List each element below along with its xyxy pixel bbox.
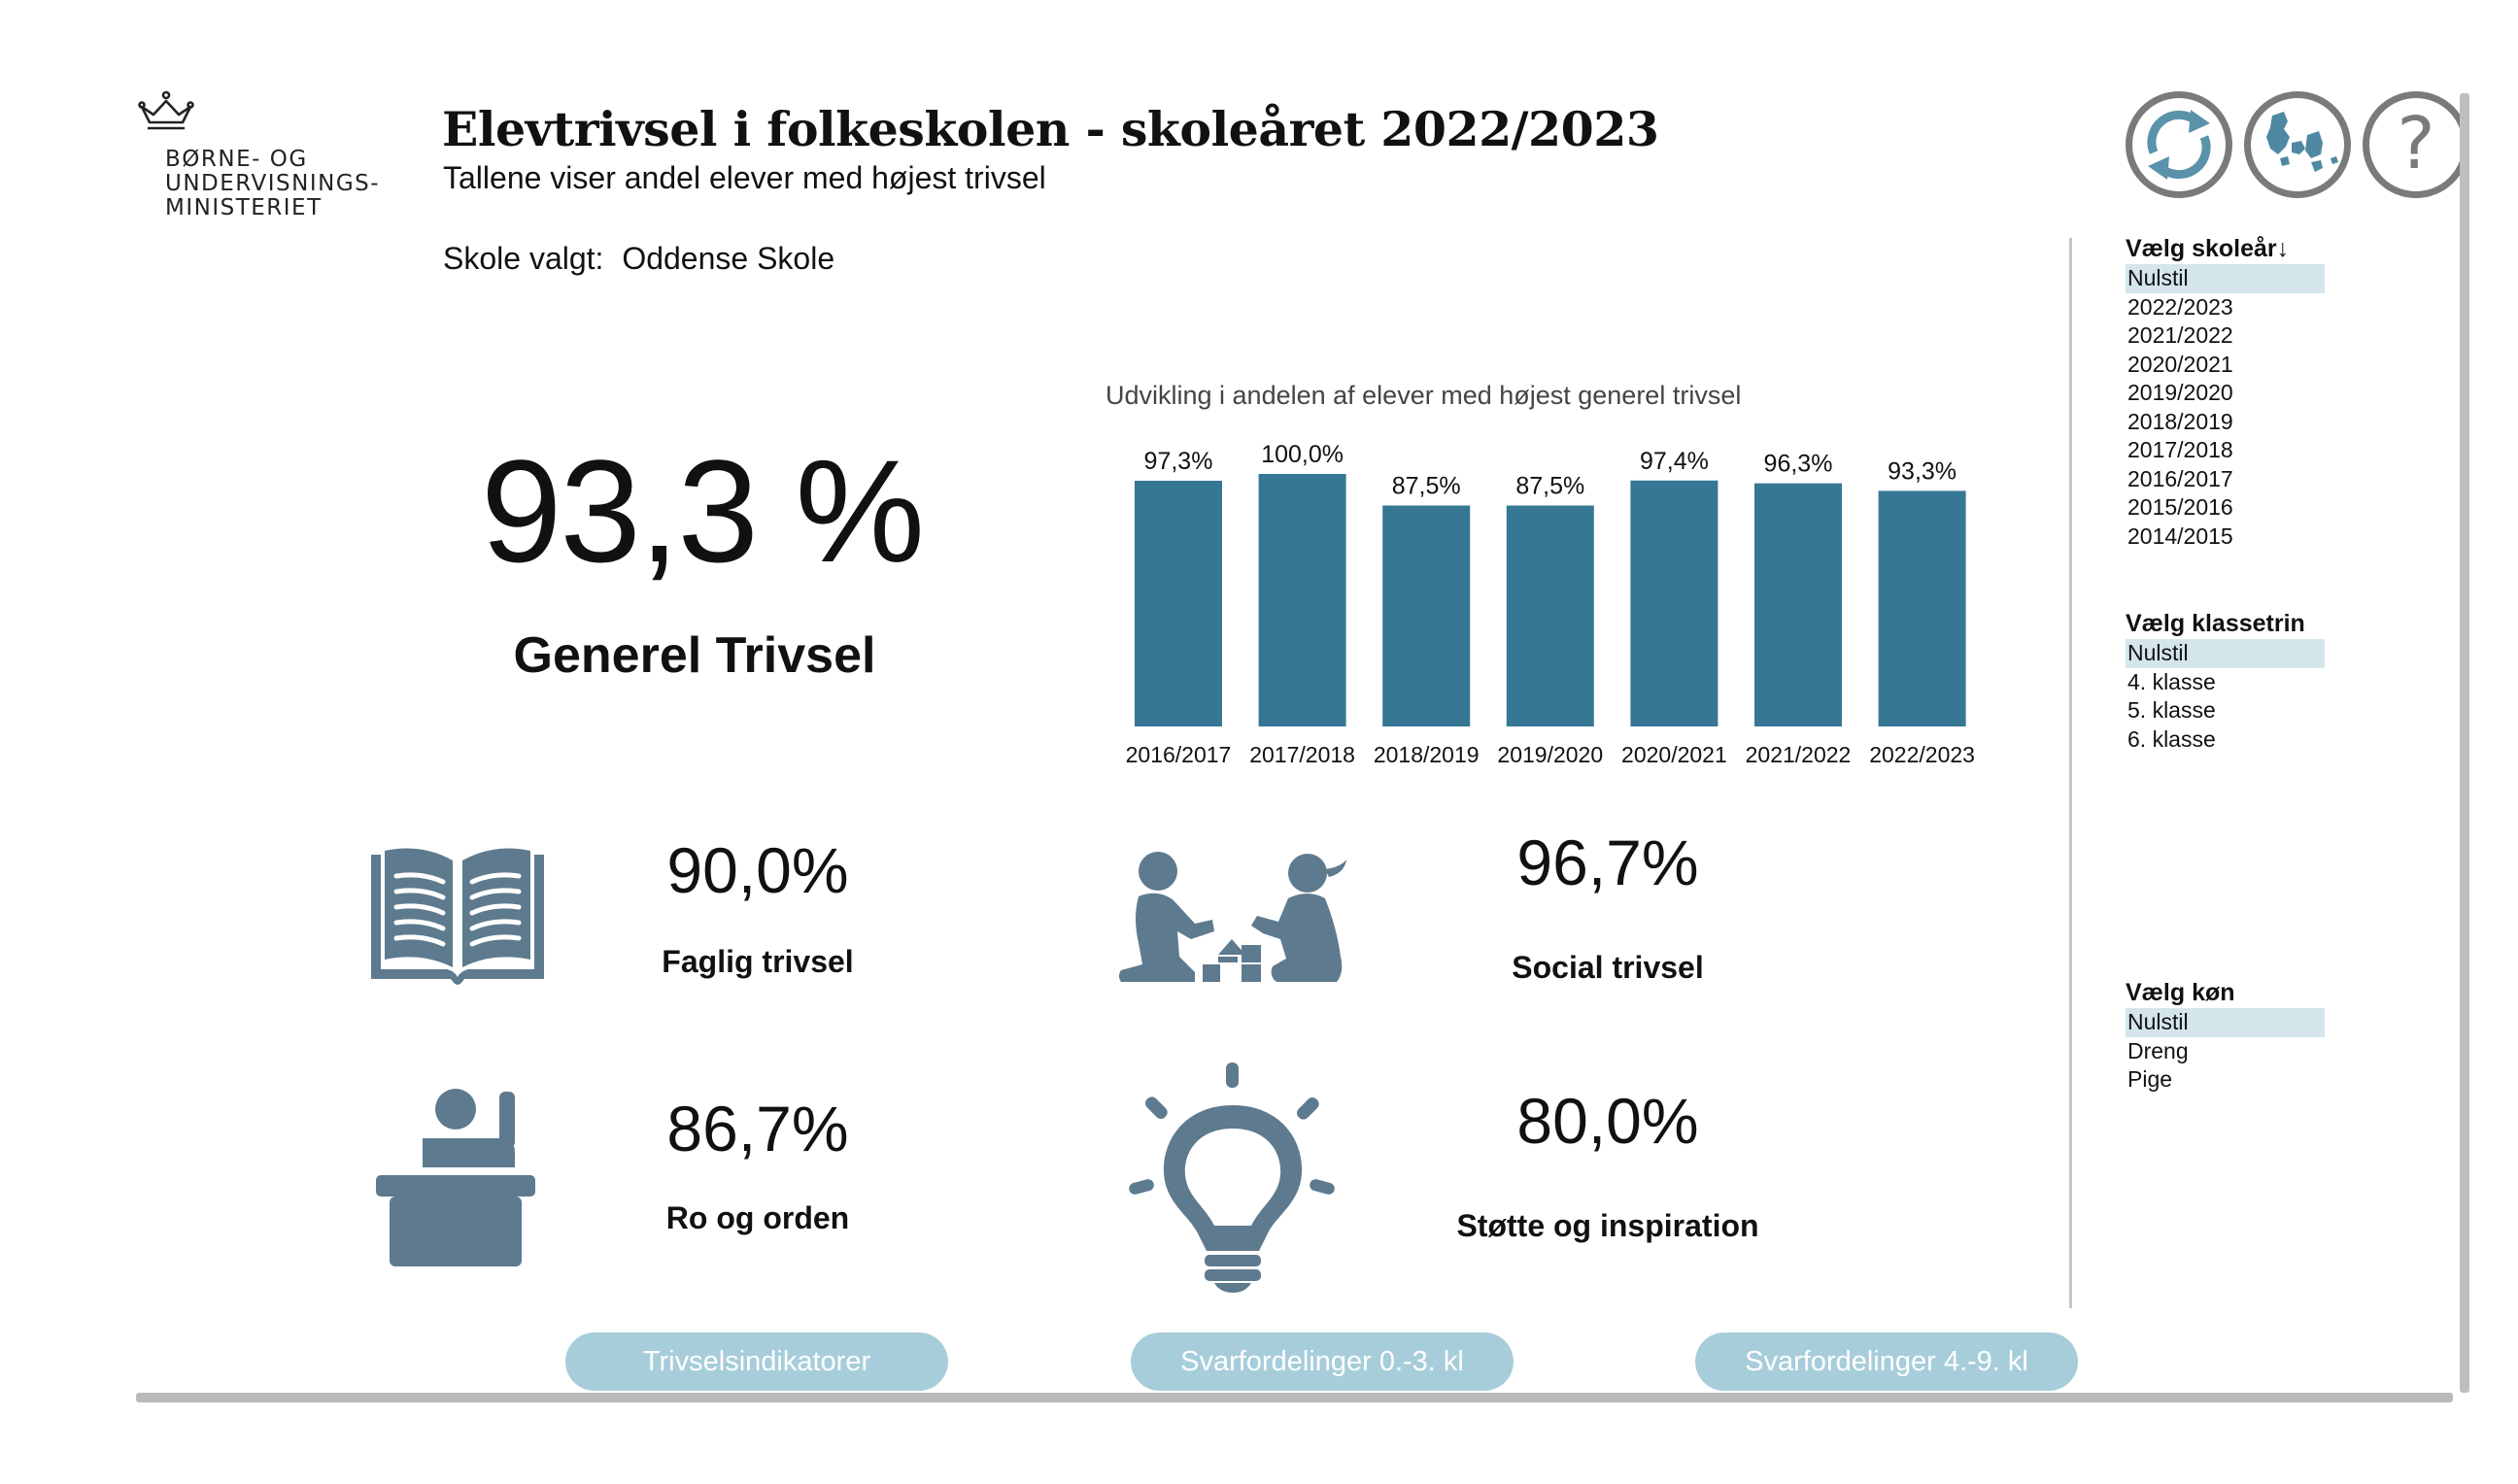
gender-option[interactable]: Pige (2127, 1066, 2173, 1092)
chart-x-tick-label: 2019/2020 (1497, 742, 1603, 767)
social-wellbeing-value: 96,7% (1516, 826, 1699, 898)
chart-bar (1135, 481, 1222, 726)
grade-option[interactable]: 5. klasse (2127, 697, 2216, 723)
children-playing-icon (1119, 852, 1346, 982)
chart-bar (1506, 505, 1594, 726)
grade-option[interactable]: 6. klasse (2127, 725, 2216, 752)
grade-slicer: Vælg klassetrin Nulstil 4. klasse 5. kla… (2126, 610, 2325, 754)
year-option[interactable]: 2016/2017 (2127, 465, 2233, 491)
support-inspiration-value: 80,0% (1516, 1085, 1699, 1157)
chart-bar (1754, 483, 1842, 726)
chart-data-label: 97,4% (1640, 448, 1709, 475)
reset-button[interactable] (2126, 91, 2232, 198)
year-option[interactable]: 2022/2023 (2127, 293, 2233, 320)
ministry-name-line: MINISTERIET (165, 195, 323, 220)
chart-data-label: 93,3% (1888, 457, 1957, 485)
chart-x-tick-label: 2022/2023 (1869, 742, 1975, 767)
chart-x-tick-label: 2016/2017 (1126, 742, 1232, 767)
year-option[interactable]: 2018/2019 (2127, 408, 2233, 434)
denmark-map-icon (2266, 112, 2338, 172)
year-option[interactable]: 2015/2016 (2127, 494, 2233, 520)
social-wellbeing-label: Social trivsel (1512, 950, 1704, 985)
chart-bar (1258, 474, 1346, 726)
help-button[interactable]: ? (2363, 91, 2469, 198)
help-icon: ? (2397, 102, 2434, 186)
map-button[interactable] (2244, 91, 2351, 198)
chart-x-tick-label: 2020/2021 (1621, 742, 1727, 767)
chart-x-tick-label: 2018/2019 (1374, 742, 1480, 767)
support-inspiration-label: Støtte og inspiration (1456, 1208, 1759, 1243)
year-option-reset[interactable]: Nulstil (2126, 264, 2325, 293)
horizontal-scrollbar[interactable] (136, 1393, 2453, 1402)
lightbulb-icon (1129, 1062, 1335, 1293)
ministry-name-line: BØRNE- OG (165, 147, 308, 172)
year-option[interactable]: 2019/2020 (2127, 380, 2233, 405)
response-distribution-4-9-button[interactable]: Svarfordelinger 4.-9. kl (1695, 1332, 2078, 1391)
chart-bar (1630, 480, 1718, 726)
grade-option-reset[interactable]: Nulstil (2126, 639, 2325, 668)
year-option[interactable]: 2021/2022 (2127, 322, 2233, 348)
refresh-icon (2147, 110, 2211, 180)
year-option[interactable]: 2017/2018 (2127, 437, 2233, 462)
wellbeing-trend-chart: 97,3% 2016/2017 100,0% 2017/2018 87,5% 2018/2… (1098, 418, 2011, 787)
chart-x-tick-label: 2017/2018 (1249, 742, 1355, 767)
chart-data-label: 100,0% (1261, 441, 1344, 468)
chart-data-label: 87,5% (1515, 473, 1584, 500)
chart-bar (1878, 490, 1966, 726)
gender-slicer-title: Vælg køn (2126, 979, 2235, 1006)
open-book-icon (371, 848, 544, 985)
ministry-name: BØRNE- OG UNDERVISNINGS- MINISTERIET (165, 148, 380, 220)
response-distribution-0-3-button[interactable]: Svarfordelinger 0.-3. kl (1131, 1332, 1514, 1391)
academic-wellbeing-label: Faglig trivsel (662, 944, 854, 979)
year-option[interactable]: 2020/2021 (2127, 351, 2233, 377)
chart-data-label: 97,3% (1144, 448, 1213, 475)
general-wellbeing-value: 93,3 % (481, 429, 925, 592)
grade-slicer-title: Vælg klassetrin (2126, 610, 2305, 637)
vertical-scrollbar[interactable] (2460, 93, 2469, 1393)
school-label: Skole valgt: (443, 241, 604, 276)
year-slicer: Vælg skoleår↓ Nulstil 2022/2023 2021/202… (2126, 235, 2325, 551)
page-title: Elevtrivsel i folkeskolen - skoleåret 20… (442, 101, 1659, 157)
ministry-logo: BØRNE- OG UNDERVISNINGS- MINISTERIET (136, 89, 408, 235)
chart-x-tick-label: 2021/2022 (1746, 742, 1852, 767)
chart-data-label: 96,3% (1764, 451, 1833, 478)
year-option[interactable]: 2014/2015 (2127, 523, 2233, 549)
gender-slicer: Vælg køn Nulstil Dreng Pige (2126, 979, 2325, 1095)
year-slicer-title: Vælg skoleår↓ (2126, 235, 2290, 262)
order-value: 86,7% (666, 1093, 849, 1164)
panel-divider (2069, 238, 2072, 1308)
chart-data-label: 87,5% (1392, 473, 1461, 500)
crown-icon (138, 90, 194, 130)
gender-option[interactable]: Dreng (2127, 1037, 2189, 1063)
chart-bar (1382, 505, 1471, 726)
bar-chart-svg: 97,3% 2016/2017 100,0% 2017/2018 87,5% 2018/2… (1126, 441, 1975, 767)
student-raising-hand-icon (376, 1089, 535, 1266)
svg-text:?: ? (2397, 102, 2434, 186)
order-label: Ro og orden (665, 1200, 850, 1235)
gender-option-reset[interactable]: Nulstil (2126, 1008, 2325, 1037)
selected-school: Skole valgt: Oddense Skole (443, 241, 844, 277)
page-subtitle: Tallene viser andel elever med højest tr… (443, 160, 1046, 195)
wellbeing-indicators-button[interactable]: Trivselsindikatorer (565, 1332, 948, 1391)
ministry-name-line: UNDERVISNINGS- (165, 171, 381, 196)
school-value: Oddense Skole (622, 241, 835, 276)
chart-title: Udvikling i andelen af elever med højest… (1106, 381, 1742, 410)
academic-wellbeing-value: 90,0% (666, 834, 849, 906)
grade-option[interactable]: 4. klasse (2127, 668, 2216, 694)
general-wellbeing-label: Generel Trivsel (513, 627, 876, 684)
